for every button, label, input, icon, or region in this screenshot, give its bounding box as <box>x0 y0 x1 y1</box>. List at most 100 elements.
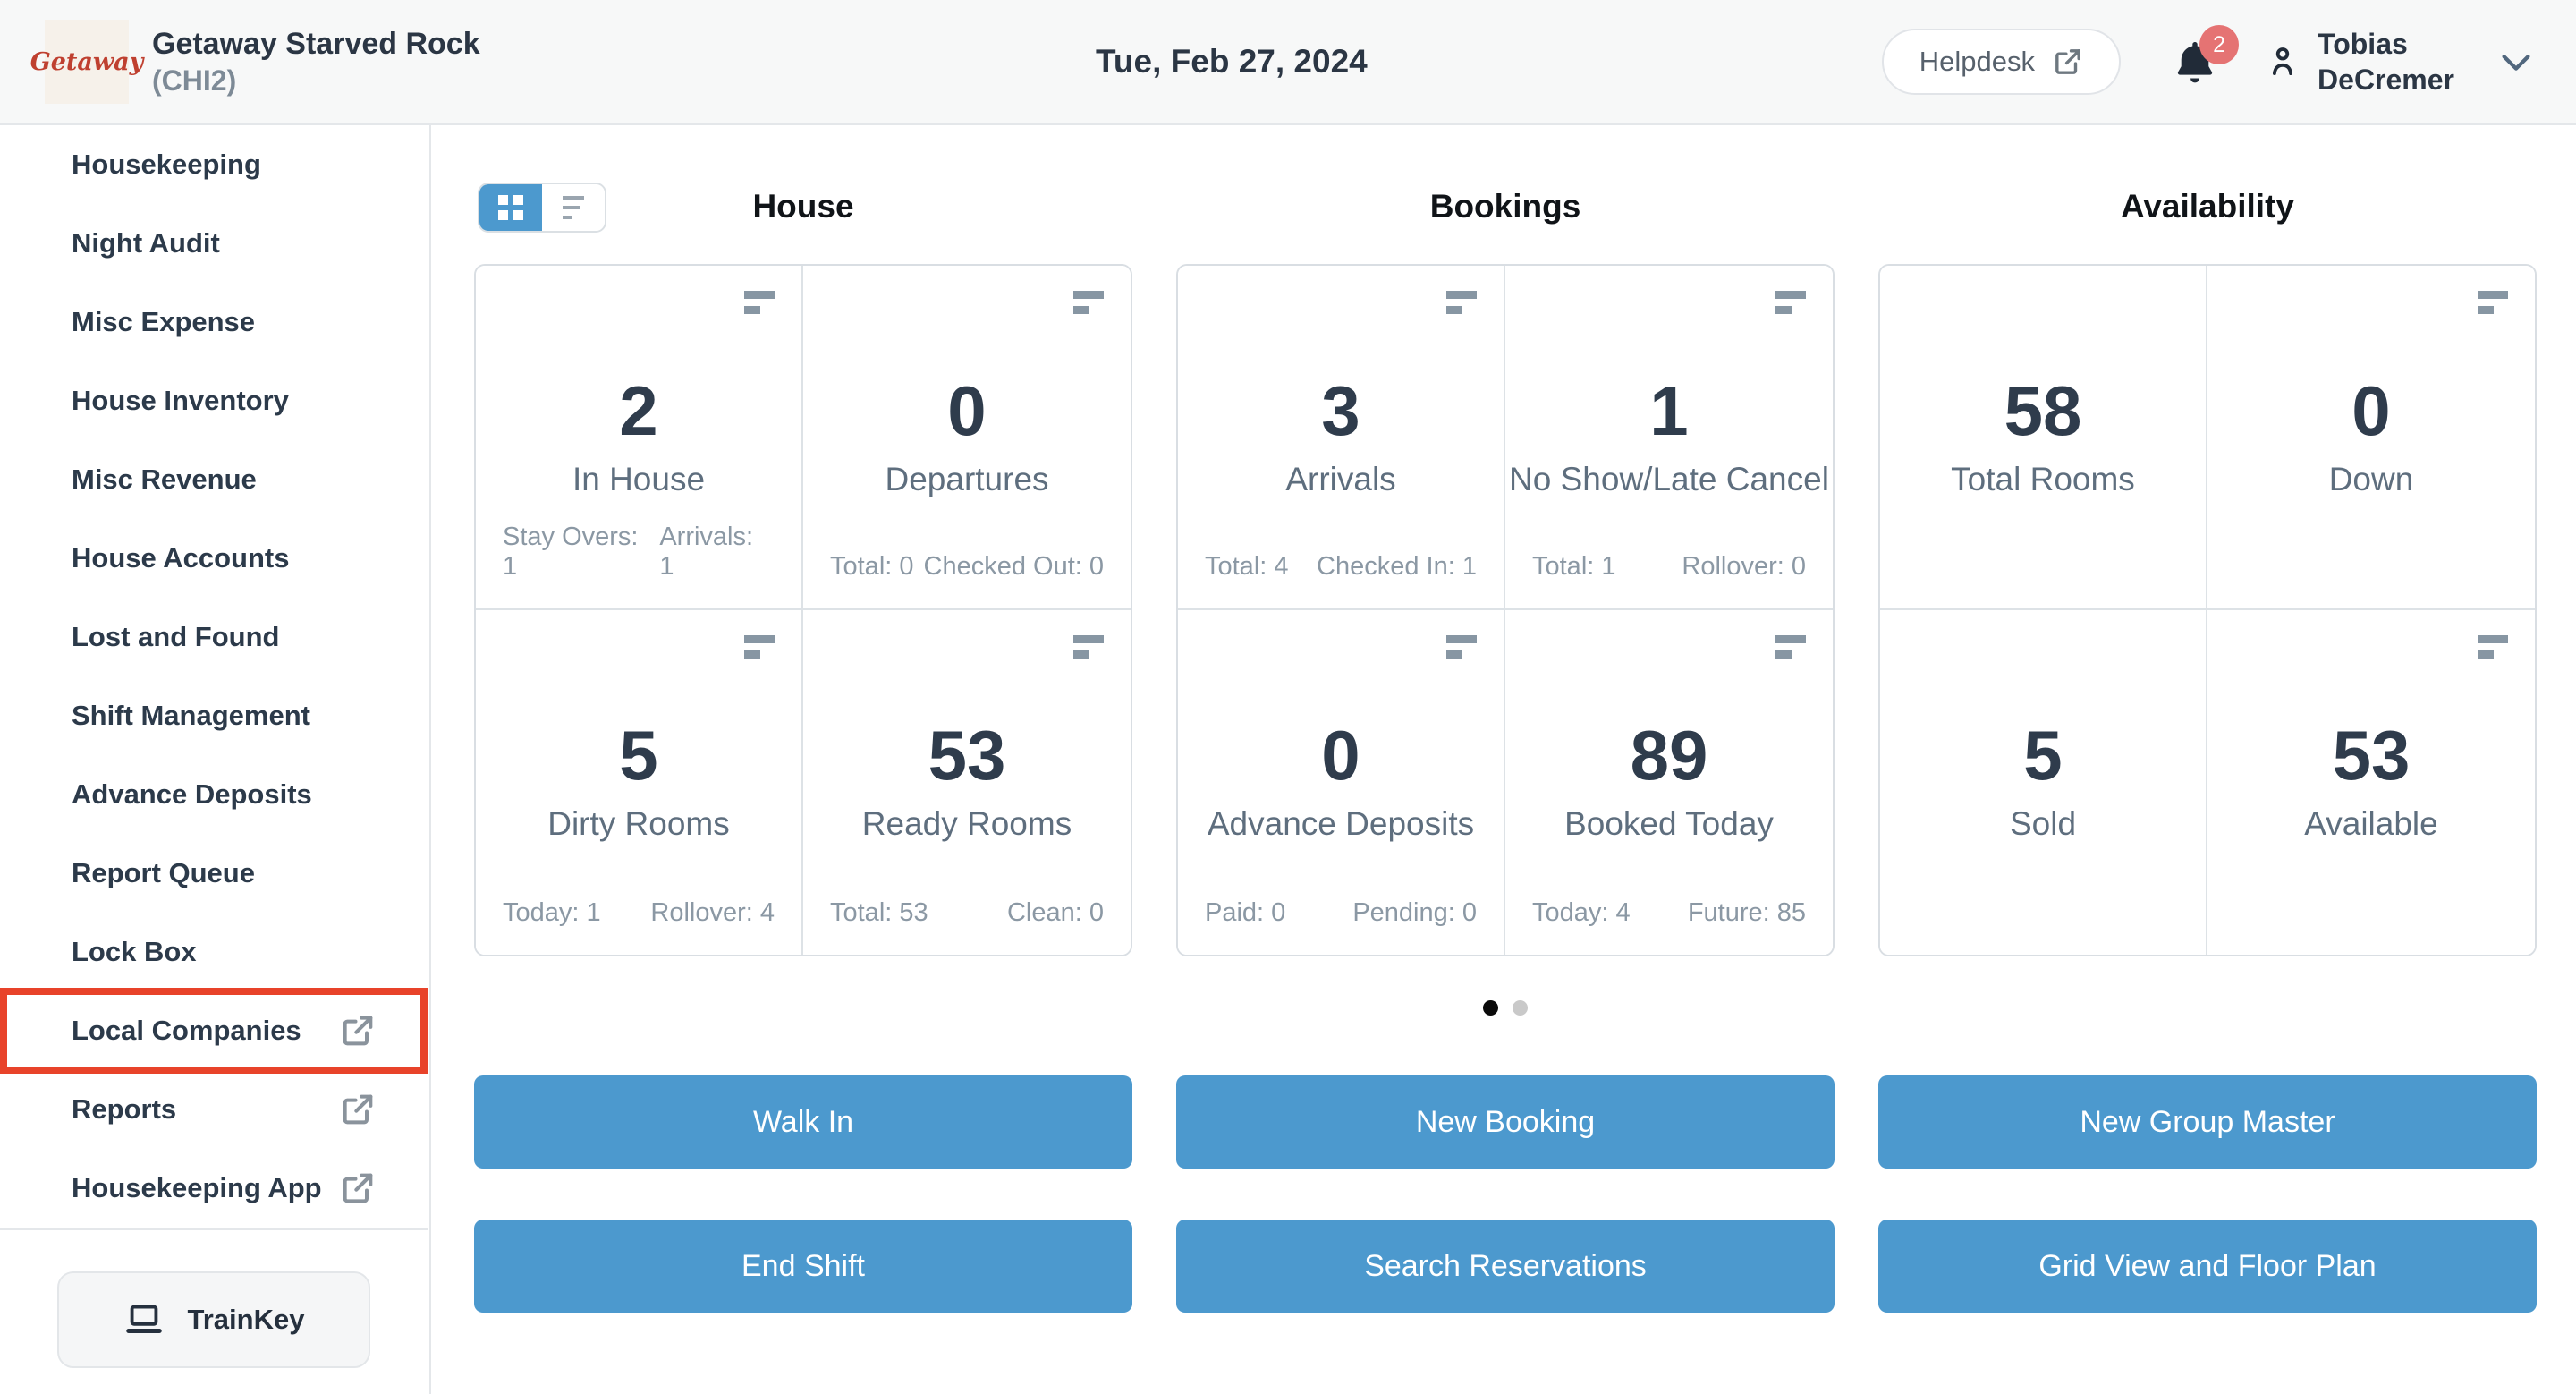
grid-view-and-floor-plan-button[interactable]: Grid View and Floor Plan <box>1878 1220 2537 1313</box>
sidebar-item-label: House Accounts <box>72 542 290 574</box>
card-menu-icon[interactable] <box>1446 635 1477 659</box>
helpdesk-label: Helpdesk <box>1919 46 2036 77</box>
sidebar-item-misc-expense[interactable]: Misc Expense <box>0 283 428 361</box>
card-label: Departures <box>885 461 1049 497</box>
card-stats: Total: 0 Checked Out: 0 <box>830 552 1104 582</box>
sidebar-item-house-inventory[interactable]: House Inventory <box>0 361 428 440</box>
card-label: Advance Deposits <box>1207 805 1475 842</box>
stat-card-booked-today[interactable]: 89 Booked Today Today: 4 Future: 85 <box>1505 610 1833 955</box>
getaway-logo: Getaway <box>30 20 143 104</box>
sidebar-item-label: Misc Expense <box>72 306 256 337</box>
sidebar-item-housekeeping-app[interactable]: Housekeeping App <box>0 1149 428 1228</box>
sidebar-item-advance-deposits[interactable]: Advance Deposits <box>0 755 428 834</box>
stat-card-departures[interactable]: 0 Departures Total: 0 Checked Out: 0 <box>803 266 1131 610</box>
sidebar-nav: Housekeeping Night Audit Misc Expense House… <box>0 125 428 1228</box>
card-stat: Rollover: 0 <box>1682 552 1806 581</box>
card-menu-icon[interactable] <box>1073 291 1104 314</box>
section-group-house: 2 In House Stay Overs: 1 Arrivals: 1 0 Depart… <box>474 264 1132 956</box>
sidebar-item-shift-management[interactable]: Shift Management <box>0 676 428 755</box>
grid-view-icon <box>498 195 523 220</box>
helpdesk-button[interactable]: Helpdesk <box>1881 29 2122 95</box>
sidebar-item-label: Housekeeping <box>72 149 261 180</box>
card-label: Ready Rooms <box>861 805 1072 842</box>
section-title-house: House <box>752 188 854 225</box>
stat-card-dirty-rooms[interactable]: 5 Dirty Rooms Today: 1 Rollover: 4 <box>476 610 803 955</box>
stat-card-ready-rooms[interactable]: 53 Ready Rooms Total: 53 Clean: 0 <box>803 610 1131 955</box>
sidebar-item-lost-and-found[interactable]: Lost and Found <box>0 598 428 676</box>
card-stat: Rollover: 4 <box>650 898 775 927</box>
section-group-bookings: 3 Arrivals Total: 4 Checked In: 1 1 No Show/L… <box>1176 264 1835 956</box>
card-value: 58 <box>2004 371 2082 450</box>
card-stats: Total: 4 Checked In: 1 <box>1205 552 1477 582</box>
sidebar-item-night-audit[interactable]: Night Audit <box>0 204 428 283</box>
card-label: Down <box>2328 461 2414 497</box>
sidebar-item-label: Reports <box>72 1093 177 1125</box>
card-stats: Stay Overs: 1 Arrivals: 1 <box>503 523 775 582</box>
card-stats: Today: 4 Future: 85 <box>1532 898 1806 928</box>
sidebar-item-label: Night Audit <box>72 227 220 259</box>
card-menu-icon[interactable] <box>1775 635 1806 659</box>
sidebar-item-label: Lock Box <box>72 936 197 967</box>
stat-card-in-house[interactable]: 2 In House Stay Overs: 1 Arrivals: 1 <box>476 266 803 610</box>
card-menu-icon[interactable] <box>1073 635 1104 659</box>
card-label: In House <box>572 461 706 497</box>
trainkey-button[interactable]: TrainKey <box>57 1271 370 1368</box>
sidebar-item-local-companies[interactable]: Local Companies <box>0 988 428 1074</box>
card-stat: Stay Overs: 1 <box>503 523 639 581</box>
stat-card-total-rooms[interactable]: 58 Total Rooms <box>1880 266 2207 610</box>
end-shift-button[interactable]: End Shift <box>474 1220 1132 1313</box>
notifications-button[interactable]: 2 <box>2171 25 2240 86</box>
stat-card-available[interactable]: 53 Available <box>2207 610 2535 955</box>
card-stats: Today: 1 Rollover: 4 <box>503 898 775 928</box>
sidebar-item-label: Lost and Found <box>72 621 280 652</box>
new-booking-button[interactable]: New Booking <box>1176 1075 1835 1169</box>
card-stat: Pending: 0 <box>1352 898 1477 927</box>
card-menu-icon[interactable] <box>1775 291 1806 314</box>
card-label: Dirty Rooms <box>547 805 730 842</box>
carousel-dot-2[interactable] <box>1513 1000 1528 1016</box>
stat-card-sold[interactable]: 5 Sold <box>1880 610 2207 955</box>
sidebar-item-house-accounts[interactable]: House Accounts <box>0 519 428 598</box>
search-reservations-button[interactable]: Search Reservations <box>1176 1220 1835 1313</box>
top-header: Getaway Getaway Starved Rock (CHI2) Tue,… <box>0 0 2576 125</box>
grid-view-toggle[interactable] <box>479 184 542 231</box>
stat-card-no-show-late-cancel[interactable]: 1 No Show/Late Cancel Total: 1 Rollover: 0 <box>1505 266 1833 610</box>
list-view-toggle[interactable] <box>542 184 605 231</box>
sidebar-item-lock-box[interactable]: Lock Box <box>0 913 428 991</box>
new-group-master-button[interactable]: New Group Master <box>1878 1075 2537 1169</box>
property-code: (CHI2) <box>152 64 237 97</box>
card-value: 2 <box>619 371 658 450</box>
chevron-down-icon <box>2502 55 2530 71</box>
walk-in-button[interactable]: Walk In <box>474 1075 1132 1169</box>
card-menu-icon[interactable] <box>744 291 775 314</box>
card-stat: Arrivals: 1 <box>659 523 754 581</box>
section-group-availability: 58 Total Rooms 0 Down 5 Sold 53 Available <box>1878 264 2537 956</box>
card-value: 89 <box>1630 716 1708 795</box>
user-first-name: Tobias <box>2318 28 2408 60</box>
card-menu-icon[interactable] <box>744 635 775 659</box>
card-menu-icon[interactable] <box>2478 291 2508 314</box>
sidebar-item-reports[interactable]: Reports <box>0 1070 428 1149</box>
stat-card-arrivals[interactable]: 3 Arrivals Total: 4 Checked In: 1 <box>1178 266 1505 610</box>
card-label: Sold <box>2009 805 2077 842</box>
notification-count-badge: 2 <box>2199 25 2240 64</box>
sidebar-item-misc-revenue[interactable]: Misc Revenue <box>0 440 428 519</box>
list-view-icon <box>563 196 584 219</box>
stat-card-advance-deposits[interactable]: 0 Advance Deposits Paid: 0 Pending: 0 <box>1178 610 1505 955</box>
external-link-icon <box>2055 49 2080 74</box>
card-label: Arrivals <box>1285 461 1396 497</box>
card-menu-icon[interactable] <box>2478 635 2508 659</box>
card-stat: Total: 4 <box>1205 552 1289 581</box>
external-link-icon <box>343 1016 373 1046</box>
stat-card-down[interactable]: 0 Down <box>2207 266 2535 610</box>
card-value: 0 <box>1321 716 1360 795</box>
sidebar-item-report-queue[interactable]: Report Queue <box>0 834 428 913</box>
sidebar-item-housekeeping[interactable]: Housekeeping <box>0 125 428 204</box>
carousel-dot-1[interactable] <box>1483 1000 1498 1016</box>
card-stat: Checked In: 1 <box>1317 552 1477 581</box>
user-menu[interactable]: Tobias DeCremer <box>2264 26 2537 98</box>
card-stats: Total: 53 Clean: 0 <box>830 898 1104 928</box>
property-title-block: Getaway Starved Rock (CHI2) <box>152 25 480 98</box>
card-menu-icon[interactable] <box>1446 291 1477 314</box>
